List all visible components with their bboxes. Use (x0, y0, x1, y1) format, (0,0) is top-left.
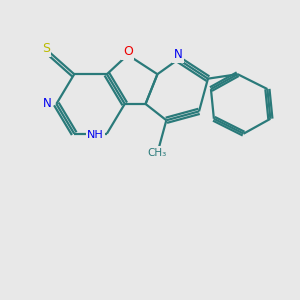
Text: S: S (42, 42, 50, 56)
Text: NH: NH (87, 130, 104, 140)
Text: CH₃: CH₃ (148, 148, 167, 158)
Text: O: O (123, 45, 133, 58)
Text: N: N (174, 48, 183, 62)
Text: N: N (43, 98, 52, 110)
